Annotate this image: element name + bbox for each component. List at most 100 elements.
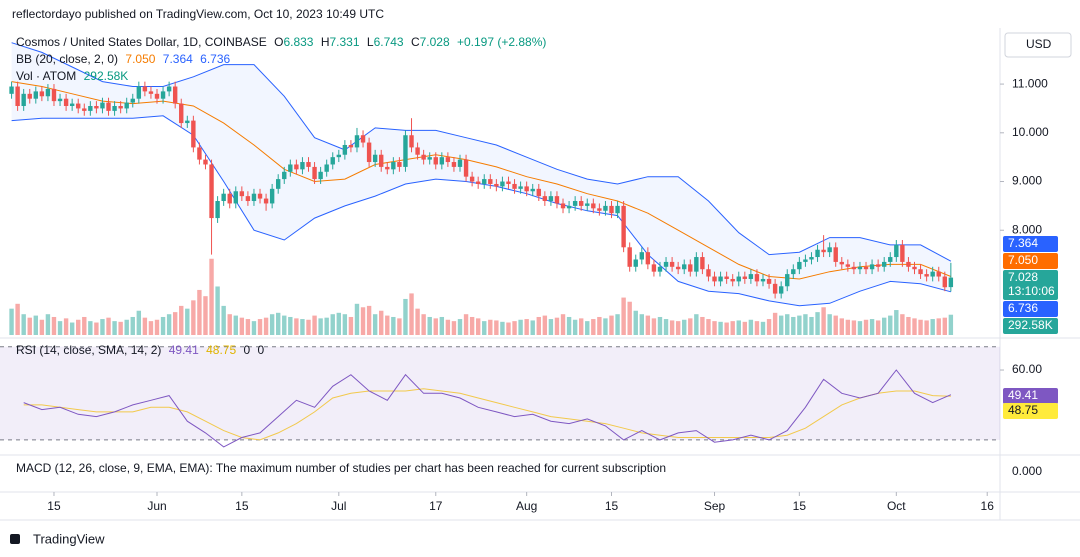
volume-bar [57,321,63,335]
volume-bar [9,308,14,335]
volume-bar [615,314,620,335]
volume-bar [76,319,81,335]
candle-body [597,208,602,211]
candle-body [906,261,911,267]
candle-body [615,205,620,214]
candle-body [488,179,493,184]
volume-bar [179,305,184,335]
bb-basis-tag-bg [1003,253,1058,269]
candle-body [603,205,608,211]
volume-bar [306,319,311,335]
candle-body [306,162,311,167]
volume-bar [809,316,814,335]
x-tick-label: 15 [47,499,61,513]
currency-button[interactable] [1004,32,1072,58]
candle-body [63,98,69,107]
volume-bar [803,314,808,335]
volume-bar [51,316,57,335]
candle-body [566,205,572,209]
volume-tag-bg [1003,318,1058,334]
candle-body [797,261,802,270]
volume-bar [772,312,778,335]
candle-body [372,154,378,163]
volume-bar [833,315,838,335]
candle-body [833,247,838,262]
volume-bar [88,321,93,335]
volume-bar [118,321,123,335]
rsi-name: RSI (14, close, SMA, 14, 2) [16,343,162,357]
volume-bar [269,314,275,335]
volume-bar [730,321,735,335]
candle-body [839,261,844,265]
candle-body [154,93,160,99]
volume-bar [227,314,232,335]
volume-bar [282,315,287,335]
volume-value: 292.58K [83,69,129,83]
rsi-band-fill [0,346,1000,440]
currency[interactable]: USD [1026,37,1052,51]
candle-body [100,102,105,109]
candle-body [463,159,469,177]
candle-body [494,183,499,187]
candle-body [215,201,220,219]
candle-body [742,276,748,279]
candle-body [675,266,681,270]
candle-body [172,86,178,104]
candle-body [348,144,354,148]
candle-body [324,164,329,172]
volume-bar [348,316,354,335]
volume-bar [130,316,135,335]
candle-body [415,147,420,155]
volume-bar [39,319,45,335]
candle-body [554,196,560,204]
volume-bar [288,316,293,335]
bb-lower-tag: 6.736 [1008,301,1038,315]
candle-body [451,162,457,167]
candle-body [821,249,826,253]
volume-bar [748,319,754,335]
bb-name: BB (20, close, 2, 0) [16,52,119,66]
candle-body [76,103,81,109]
y-tick-label: 11.000 [1012,76,1048,90]
volume-bar [427,316,432,335]
candle-body [857,266,863,270]
change: +0.197 (+2.88%) [456,35,547,49]
candle-body [124,102,129,109]
candle-body [627,247,632,267]
volume-bar [294,318,299,335]
volume-bar [106,317,111,335]
x-tick-label: 17 [429,499,443,513]
x-tick-label: 15 [793,499,807,513]
candle-body [888,257,893,262]
candle-body [421,154,426,160]
candle-body [469,176,475,182]
volume-bar [263,317,269,335]
candle-body [827,247,832,253]
candle-body [845,264,851,267]
candle-body [948,277,954,288]
candle-body [530,188,535,192]
volume-bar [639,314,644,335]
volume-bar [360,307,366,335]
candle-body [548,196,554,202]
candle-body [591,203,596,209]
volume-bar [100,319,105,335]
volume-bar [724,322,729,335]
volume-bar [488,319,493,335]
rsi-line [23,369,952,448]
volume-bar [312,315,317,335]
candle-body [409,135,414,148]
volume-bar [391,316,396,335]
volume-bar [869,319,875,335]
volume-bar [142,317,148,335]
candle-body [439,157,445,165]
volume-bar [124,319,129,335]
candle-body [688,264,693,272]
candle-body [482,179,487,184]
volume-bar [82,316,87,335]
volume-bar [924,320,929,335]
candle-body [269,188,275,204]
candle-body [766,278,772,284]
candle-body [518,186,523,189]
